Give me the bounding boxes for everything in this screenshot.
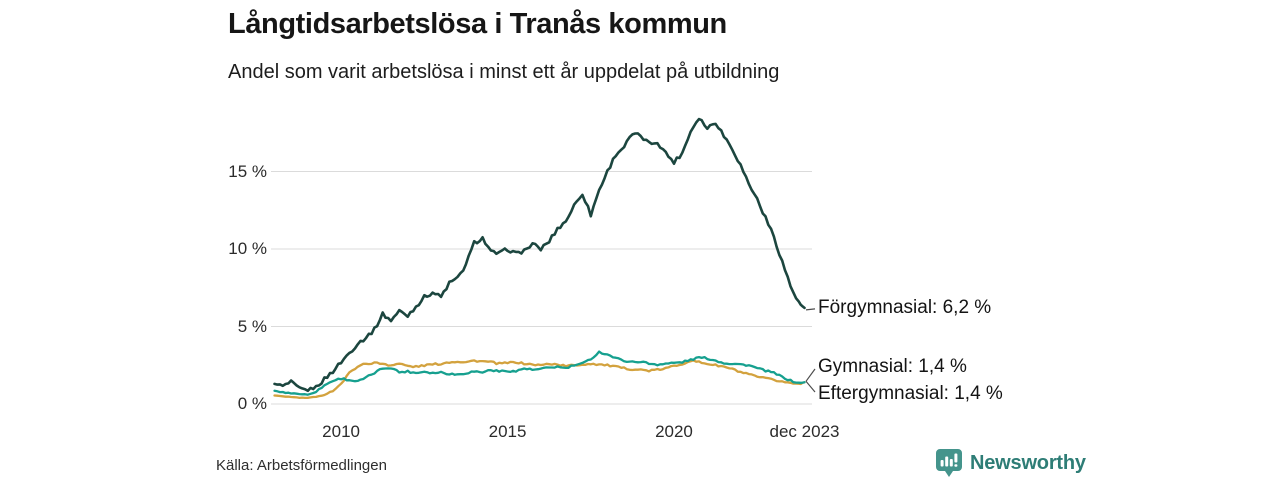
brand-lockup: Newsworthy [936, 449, 1086, 477]
series-line-eftergymnasial [273, 359, 806, 400]
newsworthy-logo-icon [936, 449, 962, 477]
series-end-label-eftergymnasial: Eftergymnasial: 1,4 % [818, 383, 1003, 404]
y-tick-label: 15 % [228, 161, 267, 181]
series-end-label-forgymnasial: Förgymnasial: 6,2 % [818, 297, 992, 318]
series-end-label-gymnasial: Gymnasial: 1,4 % [818, 356, 967, 377]
y-tick-label: 5 % [237, 316, 267, 336]
y-tick-label: 10 % [228, 239, 267, 258]
x-tick-label: dec 2023 [769, 422, 840, 441]
source-note: Källa: Arbetsförmedlingen [216, 457, 387, 474]
chart-subtitle: Andel som varit arbetslösa i minst ett å… [228, 61, 780, 83]
x-tick-label: 2015 [488, 422, 527, 441]
brand-name: Newsworthy [970, 451, 1086, 474]
y-tick-label: 0 % [237, 394, 267, 413]
x-tick-label: 2010 [322, 422, 360, 441]
label-connector [805, 308, 816, 311]
chart-title: Långtidsarbetslösa i Tranås kommun [228, 8, 727, 40]
label-connector-fork [805, 368, 816, 393]
series-line-förgymnasial [273, 117, 806, 393]
series-line-gymnasial [273, 350, 806, 396]
x-tick-label: 2020 [655, 422, 693, 441]
